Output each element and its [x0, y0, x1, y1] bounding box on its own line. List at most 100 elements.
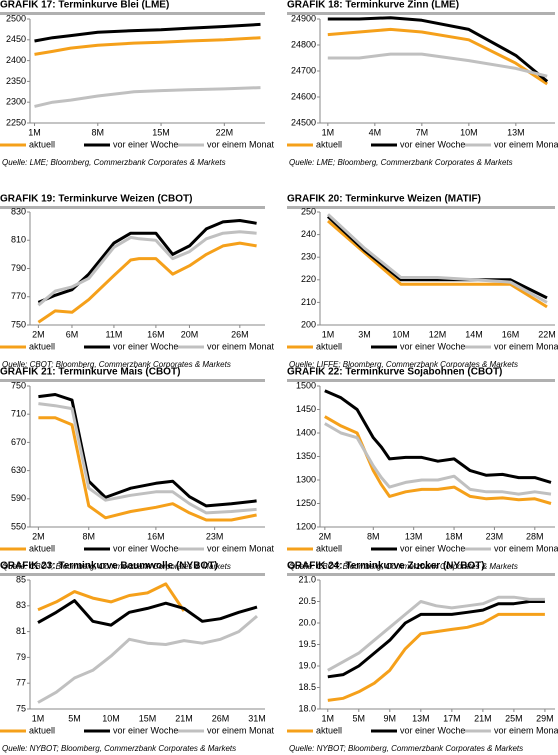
series-line	[327, 612, 545, 702]
y-tick-label: 1200	[296, 521, 316, 531]
y-tick-label: 2400	[6, 55, 26, 65]
y-tick-label: 24700	[291, 65, 316, 75]
x-tick-label: 15M	[152, 127, 170, 137]
x-tick-label: 15M	[139, 713, 157, 723]
y-tick-label: 2250	[6, 117, 26, 127]
series-line	[37, 614, 258, 704]
legend-label: vor einer Woche	[400, 543, 465, 553]
series-line	[327, 52, 548, 78]
legend-label: vor einem Monat	[494, 139, 558, 149]
x-tick-label: 11M	[106, 329, 123, 339]
x-tick-label: 10M	[460, 127, 478, 137]
y-tick-label: 81	[16, 626, 26, 636]
y-tick-label: 1300	[296, 474, 316, 484]
y-tick-label: 230	[301, 252, 316, 262]
x-tick-label: 21M	[474, 713, 492, 723]
series-line	[38, 393, 257, 508]
x-tick-label: 1M	[28, 127, 41, 137]
x-tick-label: 12M	[429, 329, 447, 339]
y-tick-label: 1450	[296, 404, 316, 414]
title-rule	[287, 206, 555, 209]
y-tick-label: 220	[301, 274, 316, 284]
x-tick-label: 28M	[526, 531, 544, 541]
y-tick-label: 210	[301, 297, 316, 307]
chart-title: GRAFIK 18: Terminkurve Zinn (LME)	[287, 0, 459, 11]
legend-label: vor einem Monat	[494, 725, 558, 735]
x-tick-label: 3M	[358, 329, 371, 339]
x-tick-label: 8M	[92, 127, 105, 137]
title-rule	[287, 12, 555, 15]
y-tick-label: 2350	[6, 76, 26, 86]
x-tick-label: 25M	[505, 713, 523, 723]
y-tick-label: 710	[11, 409, 26, 419]
series-line	[34, 86, 261, 108]
title-rule	[0, 206, 265, 209]
y-tick-label: 750	[11, 380, 26, 390]
legend-label: vor einem Monat	[207, 139, 275, 149]
x-tick-label: 1M	[321, 713, 334, 723]
chart-title: GRAFIK 21: Terminkurve Mais (CBOT)	[0, 367, 180, 378]
x-tick-label: 21M	[175, 713, 193, 723]
x-tick-label: 2M	[319, 531, 332, 541]
series-line	[34, 36, 261, 56]
legend-label: aktuell	[29, 341, 55, 351]
x-tick-label: 1M	[322, 329, 335, 339]
legend-label: vor einem Monat	[494, 341, 558, 351]
y-tick-label: 19.0	[298, 660, 316, 670]
x-tick-label: 8M	[82, 531, 95, 541]
x-tick-label: 10M	[392, 329, 410, 339]
y-tick-label: 200	[301, 319, 316, 329]
x-tick-label: 16M	[147, 329, 165, 339]
chart-title: GRAFIK 23: Terminkurve Baumwolle (NYBOT)	[0, 561, 218, 572]
series-line	[327, 595, 545, 672]
legend-label: vor einer Woche	[113, 139, 178, 149]
chart-source: Quelle: CBOT; Bloomberg, Commerzbank Cor…	[2, 360, 231, 369]
y-tick-label: 24600	[291, 91, 316, 101]
series-line	[38, 402, 257, 515]
y-tick-label: 810	[11, 235, 26, 245]
y-tick-label: 75	[16, 703, 26, 713]
legend-label: vor einer Woche	[400, 139, 465, 149]
legend-label: vor einer Woche	[113, 543, 178, 553]
x-tick-label: 17M	[443, 713, 461, 723]
chart-source: Quelle: LME; Bloomberg, Commerzbank Corp…	[289, 158, 513, 167]
series-line	[37, 230, 257, 307]
chart-source: Quelle: NYBOT; Bloomberg, Commerzbank Co…	[289, 744, 523, 753]
x-tick-label: 14M	[465, 329, 483, 339]
y-tick-label: 1250	[296, 498, 316, 508]
y-tick-label: 83	[16, 600, 26, 610]
chart-source: Quelle: LIFFE; Bloomberg, Commerzbank Co…	[289, 360, 518, 369]
y-tick-label: 79	[16, 652, 26, 662]
y-tick-label: 670	[11, 437, 26, 447]
title-rule	[287, 573, 555, 576]
series-line	[38, 416, 257, 522]
x-tick-label: 1M	[322, 127, 335, 137]
y-tick-label: 830	[11, 206, 26, 216]
title-rule	[0, 379, 265, 382]
legend-label: aktuell	[29, 543, 55, 553]
x-tick-label: 7M	[416, 127, 429, 137]
y-tick-label: 20.0	[298, 617, 316, 627]
y-tick-label: 590	[11, 493, 26, 503]
x-tick-label: 4M	[369, 127, 382, 137]
x-tick-label: 20M	[181, 329, 199, 339]
legend-label: vor einem Monat	[207, 543, 275, 553]
x-tick-label: 5M	[68, 713, 81, 723]
series-line	[37, 241, 257, 324]
y-tick-label: 750	[11, 319, 26, 329]
series-line	[34, 22, 261, 43]
chart-title: GRAFIK 19: Terminkurve Weizen (CBOT)	[0, 194, 192, 205]
legend-label: aktuell	[29, 139, 55, 149]
chart-title: GRAFIK 22: Terminkurve Sojabohnen (CBOT)	[287, 367, 502, 378]
y-tick-label: 24900	[291, 13, 316, 23]
legend-label: aktuell	[316, 725, 342, 735]
y-tick-label: 77	[16, 678, 26, 688]
legend-label: vor einem Monat	[494, 543, 558, 553]
x-tick-label: 2M	[32, 329, 45, 339]
y-tick-label: 770	[11, 291, 26, 301]
x-tick-label: 26M	[212, 713, 230, 723]
chart-source: Quelle: NYBOT; Bloomberg, Commerzbank Co…	[2, 744, 236, 753]
x-tick-label: 22M	[216, 127, 234, 137]
y-tick-label: 21.0	[298, 574, 316, 584]
